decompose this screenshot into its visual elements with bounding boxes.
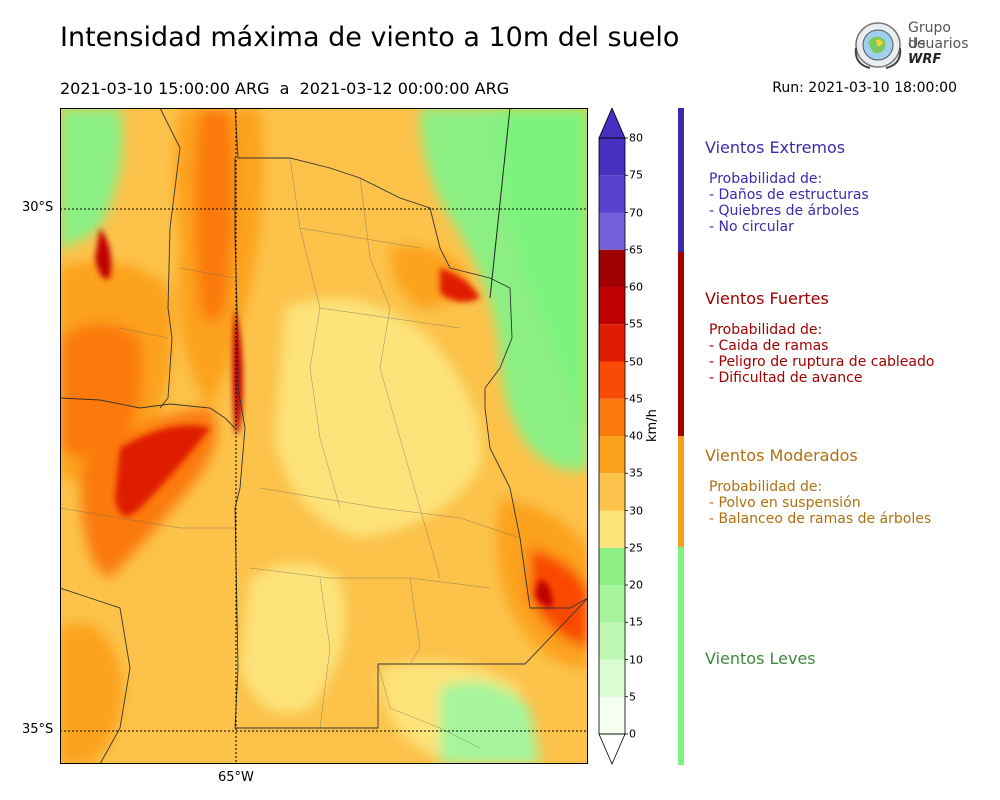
legend-category: Vientos Leves: [705, 649, 816, 668]
wind-field: [60, 108, 588, 764]
legend-description-line: - Quiebres de árboles: [709, 203, 860, 219]
chart-title: Intensidad máxima de viento a 10m del su…: [60, 22, 680, 53]
legend-description-line: - Caida de ramas: [709, 338, 829, 354]
wind-map: [60, 108, 588, 764]
colorbar-swatch: [599, 398, 625, 436]
colorbar-swatch: [599, 622, 625, 660]
legend-description-line: - Dificultad de avance: [709, 370, 863, 386]
colorbar-min-extend: [598, 733, 626, 766]
legend-bar: [678, 436, 684, 547]
legend-category-description: Probabilidad de: - Caida de ramas - Peligr…: [709, 322, 934, 386]
colorbar-unit: km/h: [645, 409, 660, 442]
colorbar-tick-label: 20: [629, 578, 643, 592]
run-time: Run: 2021-03-10 18:00:00: [772, 80, 957, 96]
legend-category-name: Vientos Leves: [705, 649, 816, 668]
legend-description-line: - Daños de estructuras: [709, 187, 869, 203]
logo-text-line1: Grupo de: [908, 20, 951, 52]
colorbar-tick-label: 0: [629, 727, 636, 741]
legend-category-name: Vientos Fuertes: [705, 289, 829, 308]
colorbar-swatch: [599, 696, 625, 734]
logo-text-line2: Usuarios: [908, 36, 969, 52]
legend-description-line: - Balanceo de ramas de árboles: [709, 511, 932, 527]
legend-category-description: Probabilidad de: - Daños de estructuras - …: [709, 171, 869, 235]
colorbar-tick-label: 15: [629, 615, 643, 629]
colorbar-swatch: [599, 249, 625, 287]
colorbar-swatch: [599, 212, 625, 250]
colorbar-max-extend: [598, 106, 626, 139]
legend-description-line: - Polvo en suspensión: [709, 495, 861, 511]
colorbar-tick-label: 40: [629, 429, 643, 443]
colorbar-swatch: [599, 361, 625, 399]
legend-category: Vientos Fuertes Probabilidad de: - Caida d…: [705, 289, 934, 386]
lat-label-35s: 35°S: [22, 722, 54, 737]
legend-category-name: Vientos Extremos: [705, 138, 846, 157]
legend-bar: [678, 108, 684, 252]
colorbar-swatch: [599, 547, 625, 585]
legend-description-line: - No circular: [709, 219, 794, 235]
forecast-period: 2021-03-10 15:00:00 ARG a 2021-03-12 00:…: [60, 79, 510, 98]
legend-category-description: Probabilidad de: - Polvo en suspensión - B…: [709, 479, 931, 527]
lon-label-65w: 65°W: [218, 770, 254, 785]
colorbar-tick-label: 70: [629, 206, 643, 219]
legend-bar: [678, 252, 684, 436]
legend-description-line: Probabilidad de:: [709, 322, 823, 338]
logo-text-line3: WRF: [908, 52, 942, 67]
colorbar-tick-label: 60: [629, 280, 643, 294]
colorbar-swatch: [599, 585, 625, 623]
colorbar-swatch: [599, 473, 625, 511]
legend-bar: [678, 547, 684, 765]
colorbar-tick-label: 45: [629, 392, 643, 406]
legend-description-line: Probabilidad de:: [709, 171, 823, 187]
colorbar-swatch: [599, 138, 625, 176]
colorbar-tick-label: 25: [629, 541, 643, 555]
colorbar-swatch: [599, 510, 625, 548]
lat-label-30s: 30°S: [22, 200, 54, 215]
colorbar-swatch: [599, 659, 625, 697]
country-border: [489, 108, 511, 299]
map-frame: [60, 108, 588, 764]
colorbar-swatch: [599, 324, 625, 362]
colorbar-tick-label: 30: [629, 504, 643, 517]
colorbar-tick-label: 65: [629, 243, 643, 257]
province-borders: [60, 108, 588, 764]
legend-category: Vientos Moderados Probabilidad de: - Polvo…: [705, 446, 931, 527]
colorbar-tick-label: 5: [629, 690, 636, 704]
department-lines: [60, 157, 521, 749]
legend-category: Vientos Extremos Probabilidad de: - Daños …: [705, 138, 869, 235]
colorbar-tick-label: 10: [629, 653, 643, 666]
colorbar-tick-label: 75: [629, 168, 643, 182]
colorbar: 0 5 10 15 20 25 30 35 40 45 50 55 60 65 70 75 80: [598, 106, 668, 768]
colorbar-swatches: [598, 106, 628, 766]
colorbar-tick-label: 55: [629, 317, 643, 331]
colorbar-tick-label: 80: [629, 131, 643, 145]
colorbar-swatch: [599, 175, 625, 213]
colorbar-tick-label: 35: [629, 466, 643, 480]
legend-category-name: Vientos Moderados: [705, 446, 858, 465]
globe-logo-icon: [854, 22, 902, 69]
wrf-logo: Grupo de Usuarios WRF: [850, 18, 970, 73]
colorbar-tick-label: 50: [629, 355, 643, 368]
colorbar-swatch: [599, 436, 625, 474]
legend-description-line: - Peligro de ruptura de cableado: [709, 354, 935, 370]
legend-description-line: Probabilidad de:: [709, 479, 823, 495]
colorbar-swatch: [599, 287, 625, 325]
